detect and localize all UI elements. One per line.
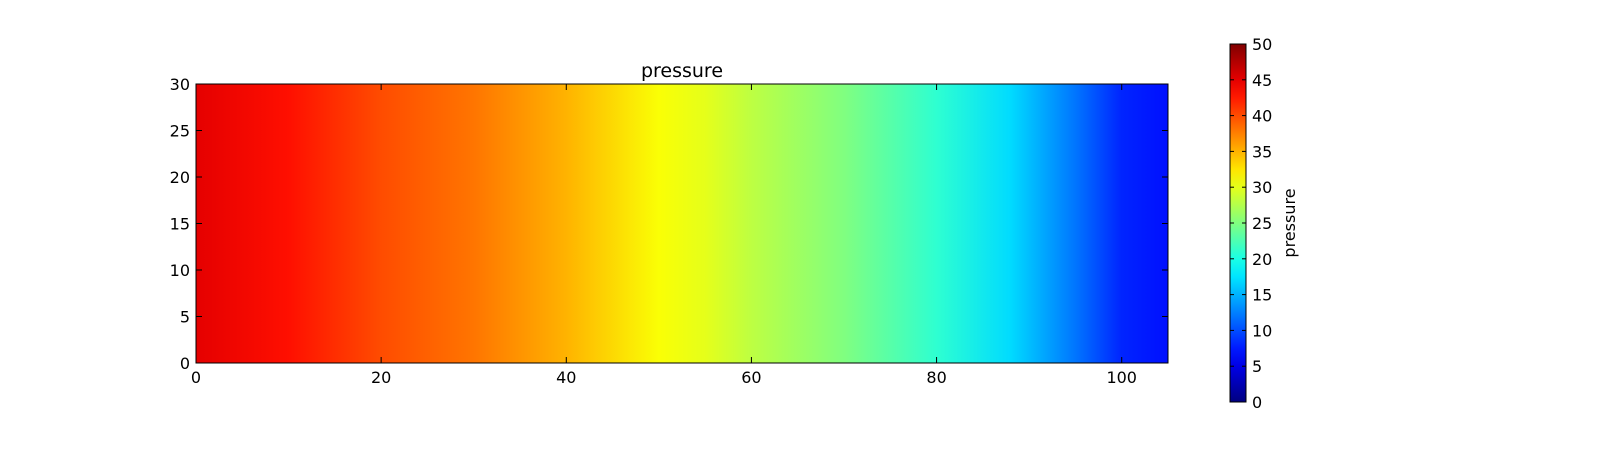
y-tick-label: 30: [170, 75, 190, 94]
colorbar-tick-label: 50: [1252, 35, 1272, 54]
pressure-field: [196, 84, 1168, 363]
y-tick-label: 15: [170, 215, 190, 234]
colorbar-tick-label: 20: [1252, 250, 1272, 269]
y-axis: 0 5 10 15 20 25 30: [170, 75, 1168, 373]
colorbar-tick-label: 30: [1252, 178, 1272, 197]
colorbar-tick-label: 25: [1252, 214, 1272, 233]
x-tick-label: 20: [371, 368, 391, 387]
colorbar-label: pressure: [1280, 188, 1299, 257]
colorbar-tick-label: 5: [1252, 357, 1262, 376]
colorbar-tick-label: 0: [1252, 393, 1262, 412]
y-tick-label: 25: [170, 122, 190, 141]
chart-title: pressure: [641, 60, 723, 82]
x-tick-label: 60: [741, 368, 761, 387]
colorbar-tick-label: 40: [1252, 107, 1272, 126]
x-tick-label: 100: [1106, 368, 1137, 387]
y-tick-label: 10: [170, 261, 190, 280]
colorbar-tick-label: 10: [1252, 321, 1272, 340]
y-tick-label: 20: [170, 168, 190, 187]
colorbar-tick-label: 45: [1252, 71, 1272, 90]
colorbar-axis: 0 5 10 15 20 25 30 35 40 45 50: [1230, 35, 1272, 412]
colorbar-tick-label: 35: [1252, 142, 1272, 161]
x-tick-label: 0: [191, 368, 201, 387]
x-tick-label: 40: [556, 368, 576, 387]
colorbar: [1230, 44, 1246, 402]
x-axis: 0 20 40 60 80 100: [191, 84, 1137, 387]
y-tick-label: 5: [180, 308, 190, 327]
colorbar-tick-label: 15: [1252, 286, 1272, 305]
y-tick-label: 0: [180, 354, 190, 373]
x-tick-label: 80: [926, 368, 946, 387]
